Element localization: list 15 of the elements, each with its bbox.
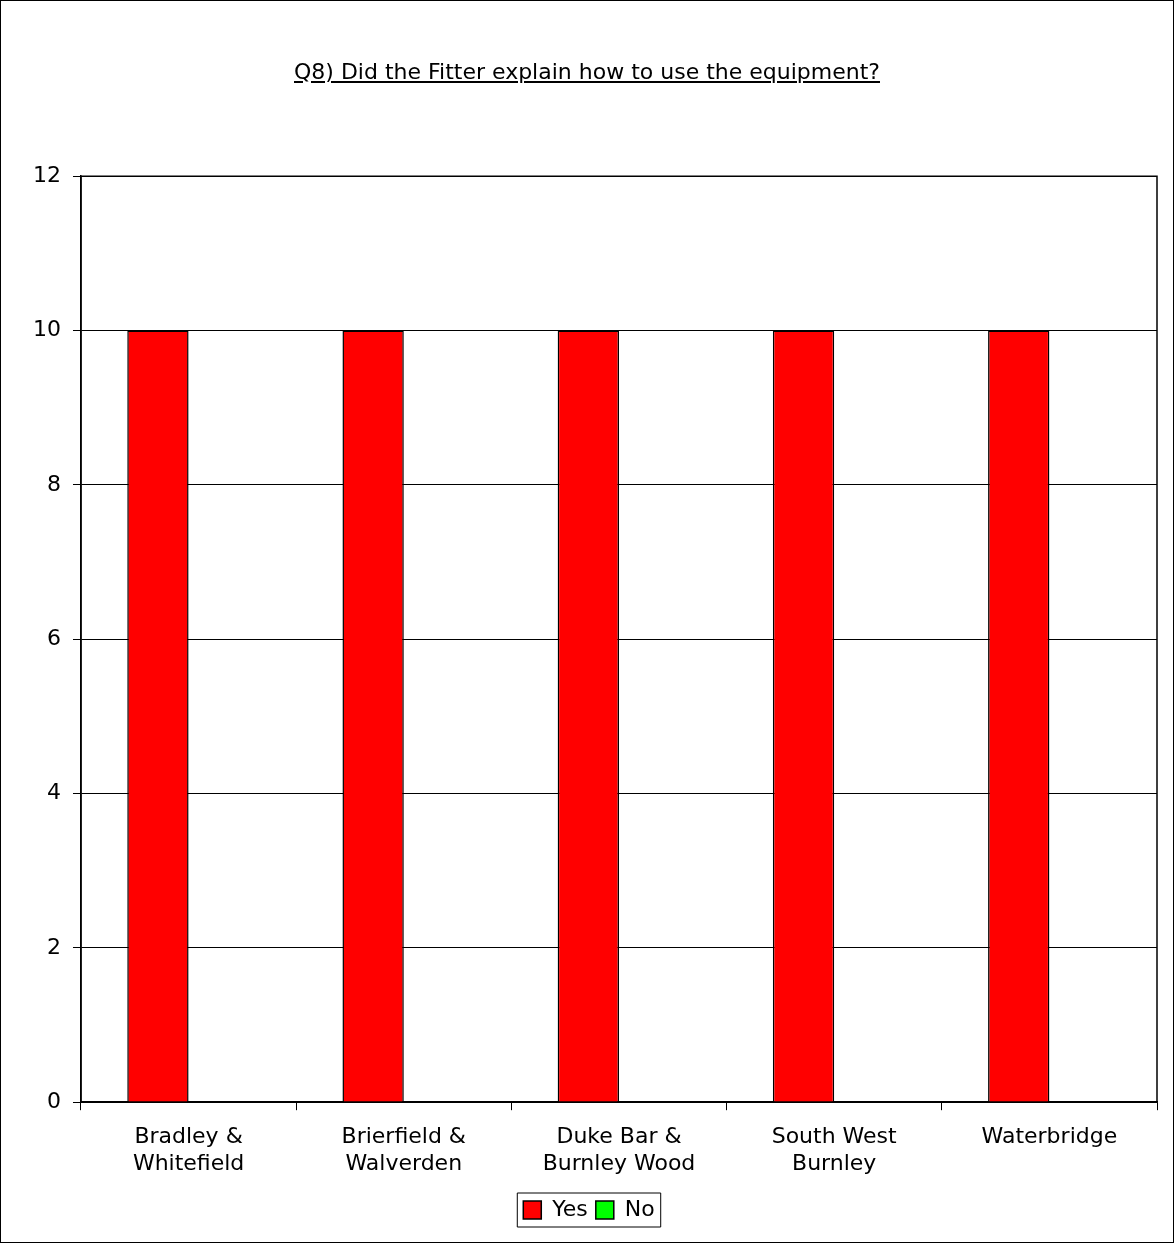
y-tick-label: 10 (32, 316, 61, 342)
x-tick-label: South West Burnley (771, 1123, 898, 1175)
x-tick-label: Waterbridge (981, 1123, 1118, 1149)
y-tick-label: 0 (46, 1087, 61, 1113)
legend-label: No (624, 1195, 655, 1221)
y-tick-label: 12 (32, 161, 61, 187)
y-tick-label: 6 (46, 624, 61, 650)
chart-title: Q8) Did the Fitter explain how to use the equipment? (293, 59, 881, 84)
x-tick-label: Brierfield & Walverden (341, 1123, 467, 1175)
x-tick-label: Bradley & Whitefield (132, 1123, 245, 1175)
y-tick-label: 4 (46, 779, 61, 805)
legend-label: Yes (551, 1195, 588, 1221)
y-tick-label: 8 (46, 470, 61, 496)
x-tick-label: Duke Bar & Burnley Wood (542, 1123, 696, 1175)
y-tick-label: 2 (46, 933, 61, 959)
